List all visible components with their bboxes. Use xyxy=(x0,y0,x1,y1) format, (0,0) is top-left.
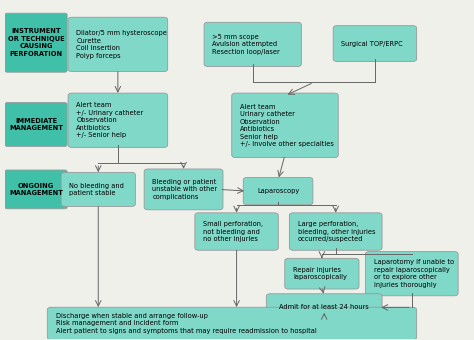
FancyBboxPatch shape xyxy=(5,103,67,147)
FancyBboxPatch shape xyxy=(195,213,278,250)
Text: Small perforation,
not bleeding and
no other injuries: Small perforation, not bleeding and no o… xyxy=(203,221,263,242)
FancyBboxPatch shape xyxy=(285,258,359,289)
FancyBboxPatch shape xyxy=(243,177,313,205)
Text: Repair injuries
laparoscopically: Repair injuries laparoscopically xyxy=(293,267,347,280)
FancyBboxPatch shape xyxy=(204,22,301,67)
FancyBboxPatch shape xyxy=(68,17,168,71)
FancyBboxPatch shape xyxy=(47,307,417,340)
Text: Laparoscopy: Laparoscopy xyxy=(257,188,299,194)
FancyBboxPatch shape xyxy=(144,169,223,210)
Text: Laparotomy if unable to
repair laparoscopically
or to explore other
injuries tho: Laparotomy if unable to repair laparosco… xyxy=(374,259,454,288)
Text: INSTRUMENT
OR TECHNIQUE
CAUSING
PERFORATION: INSTRUMENT OR TECHNIQUE CAUSING PERFORAT… xyxy=(8,29,64,57)
Text: Alert team
+/- Urinary catheter
Observation
Antibiotics
+/- Senior help: Alert team +/- Urinary catheter Observat… xyxy=(76,102,144,138)
Text: Discharge when stable and arrange follow-up
Risk management and incident form
Al: Discharge when stable and arrange follow… xyxy=(55,313,316,334)
FancyBboxPatch shape xyxy=(232,93,338,157)
Text: IMMEDIATE
MANAGEMENT: IMMEDIATE MANAGEMENT xyxy=(9,118,63,131)
FancyBboxPatch shape xyxy=(266,294,382,321)
FancyBboxPatch shape xyxy=(5,170,67,209)
Text: Bleeding or patient
unstable with other
complications: Bleeding or patient unstable with other … xyxy=(153,179,218,200)
Text: Alert team
Urinary catheter
Observation
Antibiotics
Senior help
+/- Involve othe: Alert team Urinary catheter Observation … xyxy=(240,104,334,147)
Text: Surgical TOP/ERPC: Surgical TOP/ERPC xyxy=(341,40,403,47)
FancyBboxPatch shape xyxy=(333,26,417,62)
Text: Large perforation,
bleeding, other injuries
occurred/suspected: Large perforation, bleeding, other injur… xyxy=(298,221,375,242)
Text: Dilator/5 mm hysteroscope
Curette
Coil insertion
Polyp forceps: Dilator/5 mm hysteroscope Curette Coil i… xyxy=(76,30,167,58)
FancyBboxPatch shape xyxy=(365,252,458,296)
Text: Admit for at least 24 hours: Admit for at least 24 hours xyxy=(279,304,369,310)
Text: ONGOING
MANAGEMENT: ONGOING MANAGEMENT xyxy=(9,183,63,196)
FancyBboxPatch shape xyxy=(289,213,382,250)
FancyBboxPatch shape xyxy=(5,13,67,72)
Text: >5 mm scope
Avulsion attempted
Resection loop/laser: >5 mm scope Avulsion attempted Resection… xyxy=(212,34,280,55)
FancyBboxPatch shape xyxy=(61,172,136,206)
Text: No bleeding and
patient stable: No bleeding and patient stable xyxy=(70,183,124,196)
FancyBboxPatch shape xyxy=(68,93,168,148)
